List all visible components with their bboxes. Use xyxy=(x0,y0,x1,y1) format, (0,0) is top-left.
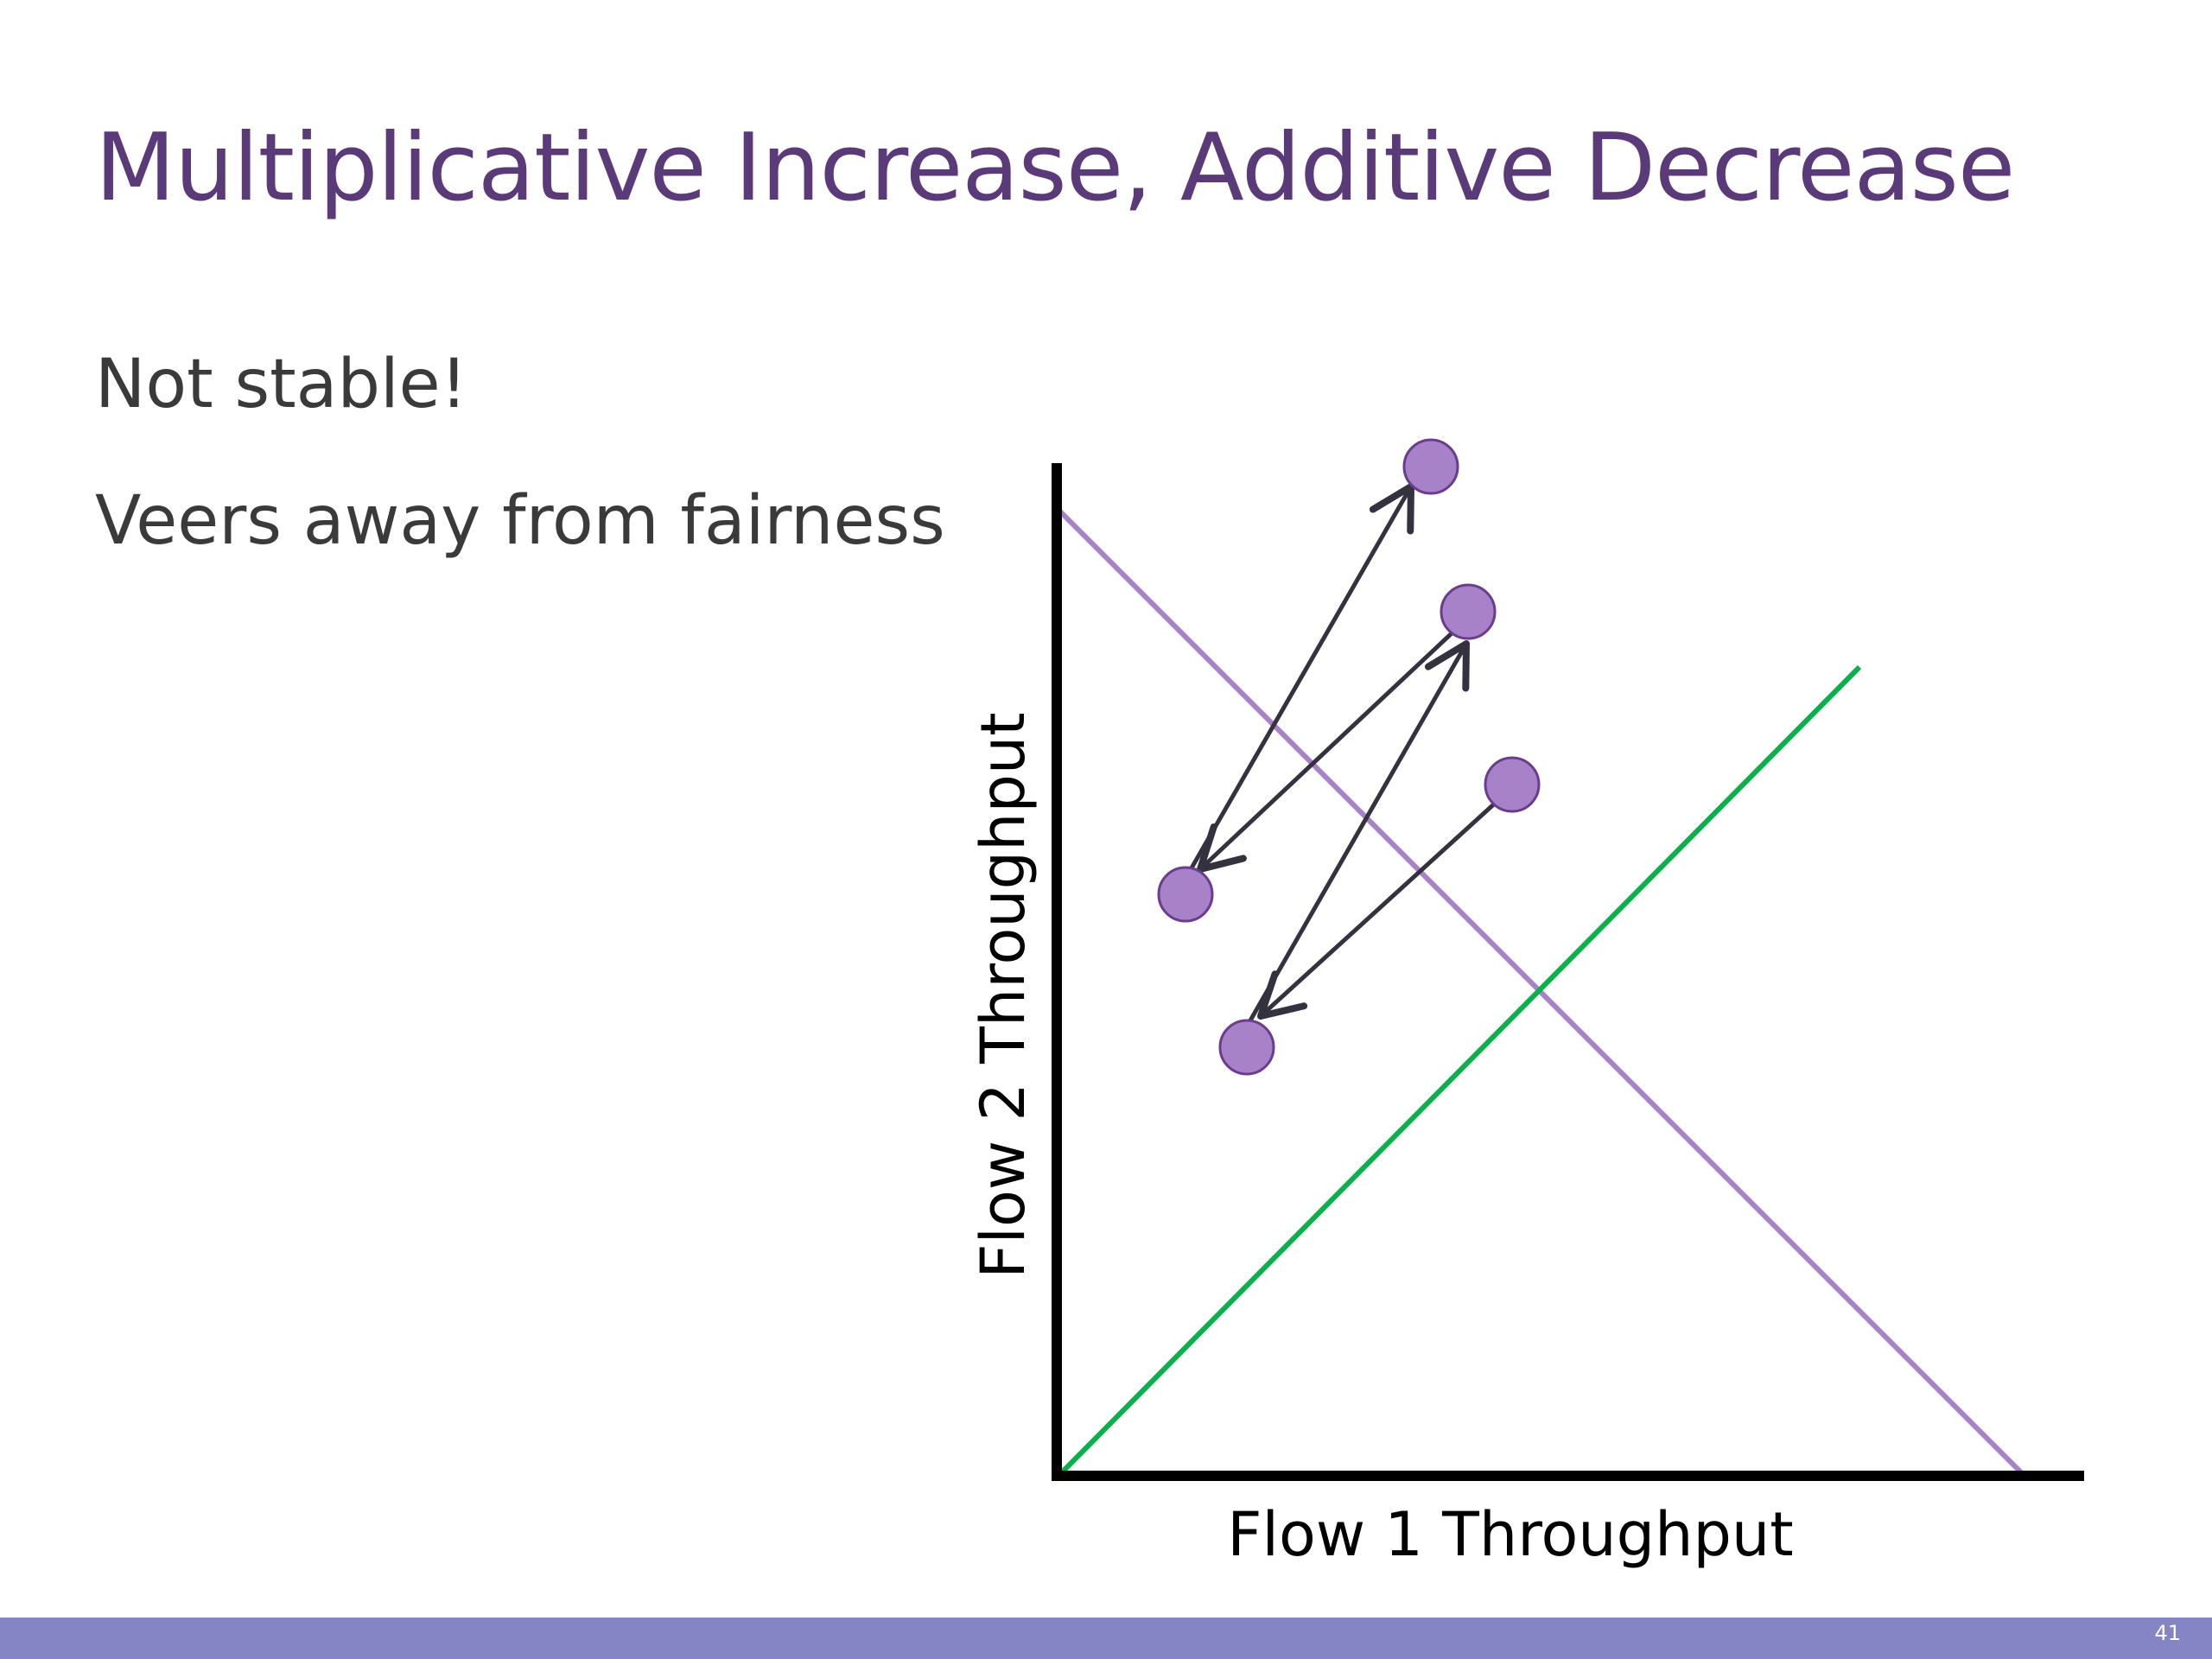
point-after-increase-2 xyxy=(1402,438,1459,495)
x-axis-label: Flow 1 Throughput xyxy=(1227,1499,1793,1570)
arrow-decrease-2 xyxy=(1197,631,1454,873)
bullet-veers-away: Veers away from fairness xyxy=(95,482,945,560)
y-axis-label: Flow 2 Throughput xyxy=(968,712,1039,1278)
footer-bar xyxy=(0,1618,2212,1659)
bullet-not-stable: Not stable! xyxy=(95,346,467,423)
arrow-increase-1 xyxy=(1244,640,1470,1028)
point-start xyxy=(1484,756,1541,813)
arrow-increase-2 xyxy=(1184,483,1414,879)
point-after-decrease-2 xyxy=(1157,866,1214,923)
arrow-decrease-1 xyxy=(1257,799,1499,1020)
slide-title: Multiplicative Increase, Additive Decrea… xyxy=(95,114,2015,222)
page-number: 41 xyxy=(2154,1621,2181,1645)
point-after-increase-1 xyxy=(1440,583,1497,640)
point-after-decrease-1 xyxy=(1218,1019,1275,1076)
fairness-line xyxy=(1056,664,1862,1478)
